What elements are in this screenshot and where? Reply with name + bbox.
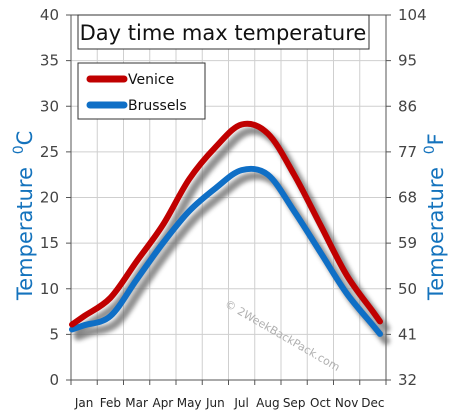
y-tick-label: 20 xyxy=(40,189,59,207)
y-tick-label: 5 xyxy=(49,325,59,343)
y-tick-label: 40 xyxy=(40,6,59,24)
watermark: © 2WeekBackPack.com xyxy=(223,297,343,374)
degree-mark: 0 xyxy=(422,145,438,154)
y-tick-label: 0 xyxy=(49,371,59,389)
series-line-brussels xyxy=(69,165,383,337)
x-tick-label: Jul xyxy=(233,396,248,410)
y-tick-label: 25 xyxy=(40,143,59,161)
title-box xyxy=(77,14,370,50)
left-axis-ticks: 0 5 10 15 20 25 30 35 40 xyxy=(40,6,71,389)
legend-box xyxy=(77,62,206,120)
unit-letter: C xyxy=(13,131,37,146)
chart-title: Day time max temperature xyxy=(80,21,367,45)
x-tick-label: Apr xyxy=(152,396,173,410)
y2-tick-label: 41 xyxy=(398,325,417,343)
x-tick-label: Oct xyxy=(310,396,331,410)
left-axis-label-text: Temperature 0C xyxy=(11,131,37,301)
left-axis-label: Temperature 0C xyxy=(11,131,37,301)
series-line-venice xyxy=(69,120,383,328)
x-tick-label: Jan xyxy=(74,396,94,410)
x-tick-label: Feb xyxy=(100,396,121,410)
y2-tick-label: 95 xyxy=(398,52,417,70)
y-tick-label: 30 xyxy=(40,97,59,115)
x-tick-label: Dec xyxy=(361,396,384,410)
right-axis-label: Temperature 0F xyxy=(422,133,448,301)
month-axis-ticks: Jan Feb Mar Apr May Jun Jul Aug Sep Oct Nov Dec xyxy=(70,380,387,410)
left-axis-unit: 0C xyxy=(11,131,37,155)
unit-letter: F xyxy=(424,133,448,145)
y2-tick-label: 68 xyxy=(398,189,417,207)
right-axis-unit: 0F xyxy=(422,133,448,154)
legend: Venice Brussels xyxy=(77,62,206,120)
y2-tick-label: 86 xyxy=(398,97,417,115)
right-axis-ticks: 32 41 50 59 68 77 86 95 104 xyxy=(386,6,427,389)
legend-label-brussels: Brussels xyxy=(128,98,187,114)
x-tick-label: May xyxy=(177,396,202,410)
y-tick-label: 35 xyxy=(40,52,59,70)
left-axis-label-word: Temperature xyxy=(13,167,37,301)
x-tick-label: Sep xyxy=(283,396,306,410)
y2-tick-label: 32 xyxy=(398,371,417,389)
y2-tick-label: 59 xyxy=(398,234,417,252)
x-tick-label: Nov xyxy=(335,396,358,410)
y2-tick-label: 104 xyxy=(398,6,427,24)
y2-tick-label: 77 xyxy=(398,143,417,161)
x-tick-label: Mar xyxy=(125,396,148,410)
degree-mark: 0 xyxy=(11,145,27,154)
legend-label-venice: Venice xyxy=(128,72,174,88)
y-tick-label: 15 xyxy=(40,234,59,252)
series-lines xyxy=(69,120,383,337)
right-axis-label-word: Temperature xyxy=(424,167,448,301)
y2-tick-label: 50 xyxy=(398,280,417,298)
right-axis-label-text: Temperature 0F xyxy=(422,133,448,301)
x-tick-label: Jun xyxy=(205,396,225,410)
x-tick-label: Aug xyxy=(256,396,279,410)
y-tick-label: 10 xyxy=(40,280,59,298)
